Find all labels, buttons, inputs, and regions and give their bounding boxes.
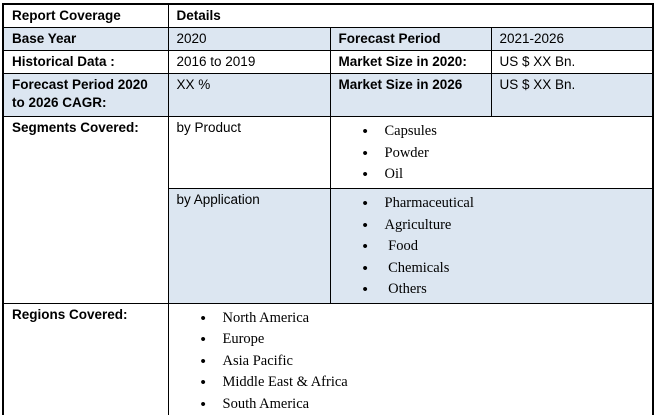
base-year-value: 2020	[167, 27, 331, 51]
table-row-historical-data: Historical Data : 2016 to 2019 Market Si…	[2, 50, 654, 74]
regions-list-cell: North America Europe Asia Pacific Middle…	[167, 302, 654, 415]
table-row-cagr: Forecast Period 2020 to 2026 CAGR: XX % …	[2, 73, 654, 117]
table-row-regions: Regions Covered: North America Europe As…	[2, 302, 654, 415]
list-item: Others	[363, 279, 645, 301]
list-item: Food	[363, 236, 645, 258]
list-item: Pharmaceutical	[363, 193, 645, 215]
list-item: Oil	[363, 164, 645, 186]
list-item: Powder	[363, 143, 645, 165]
market-size-2020-value: US $ XX Bn.	[490, 50, 654, 74]
report-coverage-table: Report Coverage Details Base Year 2020 F…	[2, 3, 654, 415]
list-item: Agriculture	[363, 215, 645, 237]
list-item: Europe	[201, 329, 645, 351]
details-header: Details	[167, 3, 654, 28]
by-application-label: by Application	[167, 188, 331, 304]
application-list-cell: Pharmaceutical Agriculture Food Chemical…	[329, 188, 654, 304]
forecast-period-label: Forecast Period	[329, 27, 492, 51]
table-row-segments-product: Segments Covered: by Product Capsules Po…	[2, 116, 654, 304]
list-item: South America	[201, 394, 645, 415]
product-list-cell: Capsules Powder Oil	[329, 116, 654, 189]
list-item: North America	[201, 308, 645, 330]
market-size-2026-label: Market Size in 2026	[329, 73, 492, 117]
report-coverage-label: Report Coverage	[2, 3, 169, 28]
segments-covered-label: Segments Covered:	[2, 116, 169, 304]
base-year-label: Base Year	[2, 27, 169, 51]
market-size-2020-label: Market Size in 2020:	[329, 50, 492, 74]
table-row-base-year: Base Year 2020 Forecast Period 2021-2026	[2, 27, 654, 51]
historical-data-value: 2016 to 2019	[167, 50, 331, 74]
list-item: Asia Pacific	[201, 351, 645, 373]
product-list: Capsules Powder Oil	[339, 121, 645, 186]
table-row-header: Report Coverage Details	[2, 3, 654, 28]
application-list: Pharmaceutical Agriculture Food Chemical…	[339, 193, 645, 301]
regions-list: North America Europe Asia Pacific Middle…	[177, 308, 645, 415]
table-row-segments-application: by Application Pharmaceutical Agricultur…	[3, 188, 654, 304]
list-item: Middle East & Africa	[201, 372, 645, 394]
list-item: Chemicals	[363, 258, 645, 280]
market-size-2026-value: US $ XX Bn.	[490, 73, 654, 117]
list-item: Capsules	[363, 121, 645, 143]
historical-data-label: Historical Data :	[2, 50, 169, 74]
forecast-period-value: 2021-2026	[490, 27, 654, 51]
regions-covered-label: Regions Covered:	[2, 302, 169, 415]
cagr-value: XX %	[167, 73, 331, 117]
by-product-label: by Product	[167, 116, 331, 189]
cagr-label: Forecast Period 2020 to 2026 CAGR:	[2, 73, 169, 117]
